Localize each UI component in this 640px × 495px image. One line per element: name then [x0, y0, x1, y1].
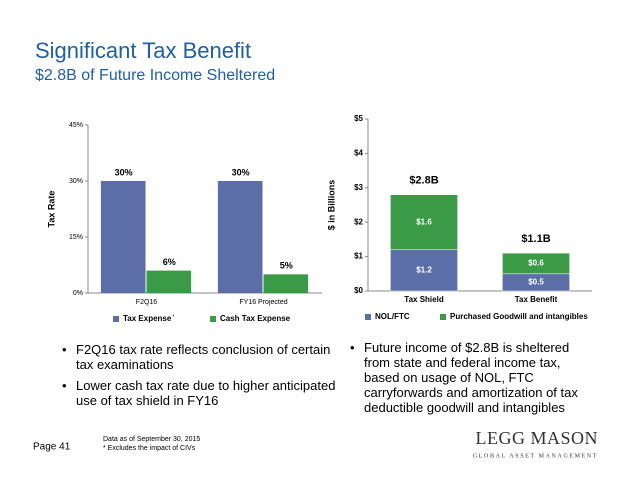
bullet: Lower cash tax rate due to higher antici… [62, 378, 342, 408]
x-tick-label: F2Q16 [136, 299, 158, 306]
y-tick-label: 0% [73, 290, 83, 297]
value-label: $0.5 [528, 278, 544, 287]
footnote: * Excludes the impact of CIVs [103, 445, 196, 452]
legend-swatch [440, 314, 446, 320]
y-tick-label: $5 [354, 114, 363, 123]
value-label: 5% [280, 261, 293, 271]
y-tick-label: 30% [69, 178, 83, 185]
subtitle: $2.8B of Future Income Sheltered [35, 67, 275, 84]
legend-label: Cash Tax Expense [220, 314, 291, 323]
value-label: 30% [232, 167, 250, 177]
bullet: Future income of $2.8B is sheltered from… [350, 340, 595, 415]
x-tick-label: Tax Shield [404, 295, 444, 304]
value-label: $0.6 [528, 259, 544, 268]
y-tick-label: $0 [354, 286, 363, 295]
bar [100, 181, 146, 293]
x-tick-label: FY16 Projected [239, 299, 287, 306]
legend-label: Purchased Goodwill and intangibles [450, 312, 588, 321]
bar-segment [390, 194, 458, 250]
legend-label: NOL/FTC [375, 312, 410, 321]
legend-swatch [210, 316, 216, 322]
logo-sub: GLOBAL ASSET MANAGEMENT [473, 453, 598, 459]
y-axis-label: Tax Rate [46, 191, 56, 228]
value-label: $1.6 [416, 217, 432, 226]
logo: LEGG MASON [475, 428, 598, 448]
bullets-right: Future income of $2.8B is sheltered from… [350, 340, 595, 421]
bar [263, 274, 309, 293]
title: Significant Tax Benefit [35, 38, 251, 63]
bullets-left: F2Q16 tax rate reflects conclusion of ce… [62, 342, 342, 414]
legend-swatch [113, 316, 119, 322]
y-tick-label: $4 [354, 149, 363, 158]
y-axis-label: $ in Billions [326, 180, 336, 231]
bar-segment [502, 252, 570, 275]
total-label: $2.8B [409, 175, 438, 187]
bullet: F2Q16 tax rate reflects conclusion of ce… [62, 342, 342, 372]
y-tick-label: $2 [354, 217, 363, 226]
bar-segment [390, 249, 458, 292]
legend-label: Tax Expense [123, 314, 172, 323]
value-label: 30% [115, 167, 133, 177]
y-tick-label: 15% [69, 234, 83, 241]
value-label: 6% [163, 257, 176, 267]
y-tick-label: 45% [69, 122, 83, 129]
footnote: Data as of September 30, 2015 [103, 436, 200, 443]
legend-swatch [365, 314, 371, 320]
total-label: $1.1B [521, 233, 550, 245]
y-tick-label: $3 [354, 183, 363, 192]
bar [217, 181, 263, 293]
y-tick-label: $1 [354, 252, 363, 261]
x-tick-label: Tax Benefit [515, 295, 558, 304]
page-number: Page 41 [33, 442, 71, 453]
legend-note-mark: * [172, 314, 174, 320]
value-label: $1.2 [416, 265, 432, 274]
bar [146, 270, 192, 293]
